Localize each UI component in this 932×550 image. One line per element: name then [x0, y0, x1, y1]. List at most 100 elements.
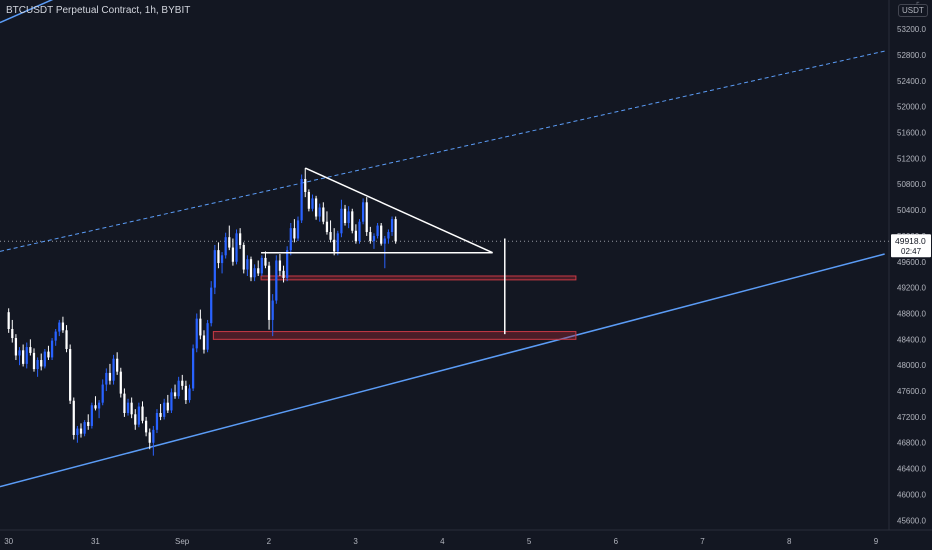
candle-body	[300, 179, 303, 221]
y-tick-label: 45600.0	[897, 516, 926, 525]
x-tick-label: 6	[614, 537, 619, 546]
candle-body	[231, 247, 235, 262]
candle-body	[134, 414, 137, 425]
y-tick-label: 50800.0	[897, 180, 926, 189]
y-tick-label: 48400.0	[897, 335, 926, 344]
candle-body	[166, 402, 169, 411]
candle-body	[293, 228, 296, 239]
candle-body	[22, 350, 25, 364]
currency-button[interactable]: USDT	[898, 4, 928, 17]
candle-body	[220, 255, 224, 264]
support-zone-1[interactable]	[260, 275, 577, 281]
candle-body	[311, 198, 314, 209]
x-tick-label: 9	[874, 537, 879, 546]
candle-body	[137, 406, 140, 425]
candle-body	[199, 318, 202, 336]
candle-body	[195, 318, 198, 349]
upper-channel-line[interactable]	[0, 0, 265, 24]
candle-body	[217, 250, 220, 264]
candle-body	[177, 380, 180, 397]
candle-body	[76, 428, 79, 435]
candle-body	[130, 402, 133, 415]
candle-body	[65, 330, 68, 350]
candle-body	[257, 268, 260, 274]
candle-body	[260, 257, 263, 274]
candle-body	[126, 402, 130, 414]
y-tick-label: 52000.0	[897, 103, 926, 112]
x-tick-label: 8	[787, 537, 792, 546]
candle-body	[318, 207, 321, 217]
candle-body	[83, 422, 86, 434]
candle-body	[105, 372, 108, 385]
candle-body	[47, 351, 50, 358]
candle-body	[181, 380, 184, 386]
candle-body	[224, 237, 227, 256]
candle-body	[155, 413, 159, 430]
candle-body	[246, 259, 249, 270]
dashed-channel-line[interactable]	[0, 50, 885, 252]
candle-body	[235, 233, 238, 262]
candle-body	[40, 360, 43, 367]
candle-body	[286, 250, 289, 278]
x-tick-label: 7	[700, 537, 705, 546]
candle-body	[329, 232, 332, 240]
candle-body	[14, 338, 18, 356]
candle-body	[32, 352, 36, 370]
candle-body	[296, 220, 300, 239]
candle-body	[90, 405, 93, 426]
y-tick-label: 52800.0	[897, 51, 926, 60]
candle-body	[170, 392, 173, 411]
candle-body	[383, 238, 386, 244]
candle-body	[206, 323, 209, 350]
candle-body	[72, 400, 75, 435]
candle-body	[184, 385, 188, 401]
candle-body	[358, 221, 361, 242]
candle-body	[116, 358, 119, 372]
candle-body	[369, 232, 372, 242]
candle-body	[336, 233, 339, 252]
candle-body	[365, 202, 368, 233]
bar-countdown: 02:47	[901, 247, 922, 256]
candle-body	[79, 428, 83, 434]
y-tick-label: 50400.0	[897, 206, 926, 215]
candle-body	[202, 335, 206, 350]
candle-body	[253, 268, 256, 278]
candle-body	[343, 208, 347, 223]
candle-body	[275, 260, 278, 301]
candle-body	[239, 233, 242, 245]
candle-body	[11, 328, 14, 339]
candle-body	[376, 225, 379, 236]
candle-body	[163, 402, 166, 417]
candle-body	[101, 384, 104, 403]
candle-body	[304, 179, 307, 192]
candle-body	[36, 360, 39, 370]
candle-body	[119, 371, 122, 394]
candle-body	[148, 432, 151, 443]
candle-body	[264, 257, 267, 266]
candle-body	[372, 235, 376, 242]
x-tick-label: 4	[440, 537, 445, 546]
y-tick-label: 48800.0	[897, 309, 926, 318]
support-zone-2[interactable]	[212, 331, 577, 340]
lower-channel-line[interactable]	[0, 253, 885, 488]
candle-body	[333, 239, 336, 252]
candle-body	[18, 350, 21, 356]
candle-body	[123, 393, 126, 414]
candle-body	[267, 265, 271, 320]
last-price-value: 49918.0	[895, 236, 926, 246]
candle-body	[361, 202, 365, 222]
candle-body	[314, 198, 318, 217]
settings-icon[interactable]: ⌜	[916, 1, 920, 10]
candle-body	[289, 228, 292, 251]
candle-body	[108, 372, 112, 381]
candle-body	[271, 300, 274, 320]
y-tick-label: 49600.0	[897, 258, 926, 267]
candle-body	[351, 211, 354, 231]
candle-body	[61, 322, 65, 331]
candle-body	[322, 207, 325, 222]
y-tick-label: 47600.0	[897, 387, 926, 396]
candle-body	[210, 287, 213, 324]
triangle-upper-line[interactable]	[304, 167, 493, 254]
